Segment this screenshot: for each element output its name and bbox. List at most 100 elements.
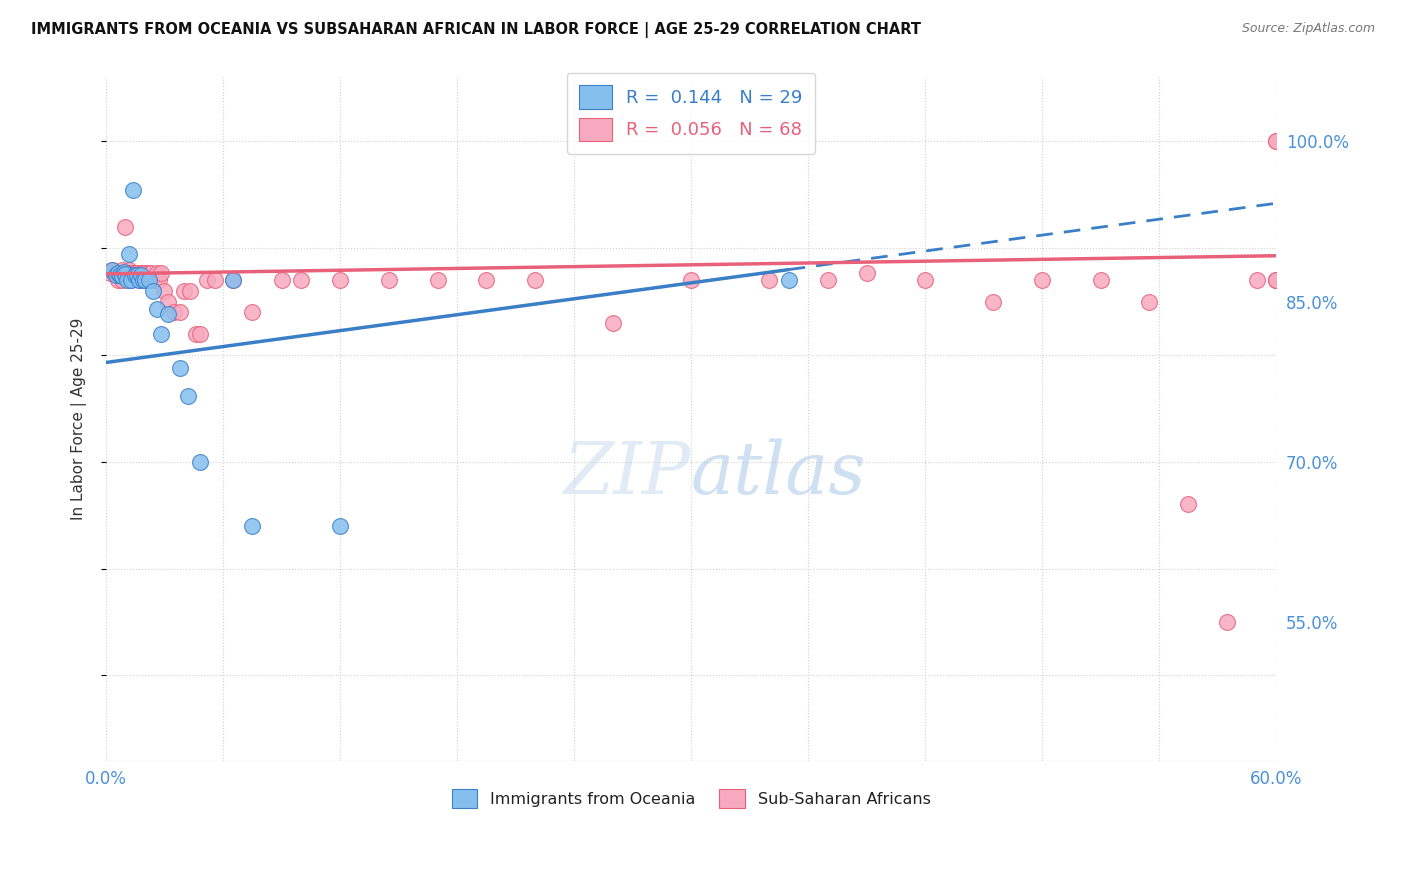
- Point: [108, 266, 131, 280]
- Point: [602, 316, 624, 330]
- Point: [127, 266, 149, 280]
- Point: [1216, 615, 1239, 629]
- Point: [128, 273, 150, 287]
- Point: [153, 284, 176, 298]
- Point: [128, 273, 150, 287]
- Point: [524, 273, 547, 287]
- Point: [758, 273, 780, 287]
- Point: [981, 294, 1004, 309]
- Point: [142, 284, 165, 298]
- Point: [118, 246, 141, 260]
- Point: [107, 273, 129, 287]
- Point: [138, 266, 160, 280]
- Point: [110, 262, 132, 277]
- Point: [104, 268, 127, 282]
- Point: [142, 273, 165, 287]
- Point: [855, 266, 877, 280]
- Point: [117, 273, 139, 287]
- Point: [184, 326, 207, 341]
- Point: [124, 268, 146, 282]
- Point: [778, 273, 800, 287]
- Point: [129, 268, 152, 282]
- Point: [145, 302, 167, 317]
- Point: [118, 262, 141, 277]
- Point: [134, 266, 156, 280]
- Point: [124, 266, 146, 280]
- Point: [679, 273, 702, 287]
- Point: [117, 266, 139, 280]
- Point: [157, 308, 180, 322]
- Point: [101, 262, 124, 277]
- Point: [817, 273, 839, 287]
- Point: [475, 273, 498, 287]
- Point: [120, 273, 142, 287]
- Point: [134, 273, 156, 287]
- Point: [127, 268, 149, 282]
- Point: [110, 268, 132, 283]
- Point: [139, 266, 162, 280]
- Point: [188, 455, 211, 469]
- Point: [120, 266, 142, 280]
- Point: [290, 273, 312, 287]
- Point: [110, 273, 132, 287]
- Point: [222, 273, 245, 287]
- Point: [1177, 498, 1199, 512]
- Point: [101, 262, 124, 277]
- Point: [98, 266, 121, 280]
- Point: [1265, 135, 1288, 149]
- Point: [103, 266, 125, 280]
- Y-axis label: In Labor Force | Age 25-29: In Labor Force | Age 25-29: [72, 318, 87, 520]
- Point: [163, 305, 186, 319]
- Point: [107, 266, 129, 280]
- Point: [270, 273, 292, 287]
- Point: [222, 273, 245, 287]
- Point: [1031, 273, 1053, 287]
- Point: [426, 273, 449, 287]
- Point: [114, 219, 136, 234]
- Point: [177, 388, 200, 402]
- Point: [204, 273, 226, 287]
- Point: [114, 266, 136, 280]
- Point: [1265, 273, 1288, 287]
- Point: [197, 273, 219, 287]
- Point: [179, 284, 201, 298]
- Point: [188, 326, 211, 341]
- Point: [108, 268, 131, 282]
- Point: [1090, 273, 1112, 287]
- Text: atlas: atlas: [690, 439, 866, 509]
- Legend: Immigrants from Oceania, Sub-Saharan Africans: Immigrants from Oceania, Sub-Saharan Afr…: [446, 783, 936, 814]
- Point: [104, 266, 127, 280]
- Text: IMMIGRANTS FROM OCEANIA VS SUBSAHARAN AFRICAN IN LABOR FORCE | AGE 25-29 CORRELA: IMMIGRANTS FROM OCEANIA VS SUBSAHARAN AF…: [31, 22, 921, 38]
- Point: [114, 267, 136, 281]
- Point: [329, 519, 352, 533]
- Text: Source: ZipAtlas.com: Source: ZipAtlas.com: [1241, 22, 1375, 36]
- Point: [136, 273, 159, 287]
- Point: [143, 273, 166, 287]
- Point: [1137, 294, 1160, 309]
- Point: [112, 265, 135, 279]
- Point: [138, 273, 160, 287]
- Point: [149, 326, 172, 341]
- Text: ZIP: ZIP: [564, 439, 690, 509]
- Point: [378, 273, 401, 287]
- Point: [112, 266, 135, 280]
- Point: [145, 266, 167, 280]
- Point: [173, 284, 195, 298]
- Point: [129, 266, 152, 280]
- Point: [157, 294, 180, 309]
- Point: [240, 519, 263, 533]
- Point: [122, 266, 145, 280]
- Point: [107, 265, 129, 279]
- Point: [1265, 273, 1288, 287]
- Point: [1265, 135, 1288, 149]
- Point: [240, 305, 263, 319]
- Point: [148, 273, 170, 287]
- Point: [149, 266, 172, 280]
- Point: [169, 360, 191, 375]
- Point: [122, 182, 145, 196]
- Point: [329, 273, 352, 287]
- Point: [132, 266, 155, 280]
- Point: [120, 273, 142, 287]
- Point: [914, 273, 936, 287]
- Point: [132, 273, 155, 287]
